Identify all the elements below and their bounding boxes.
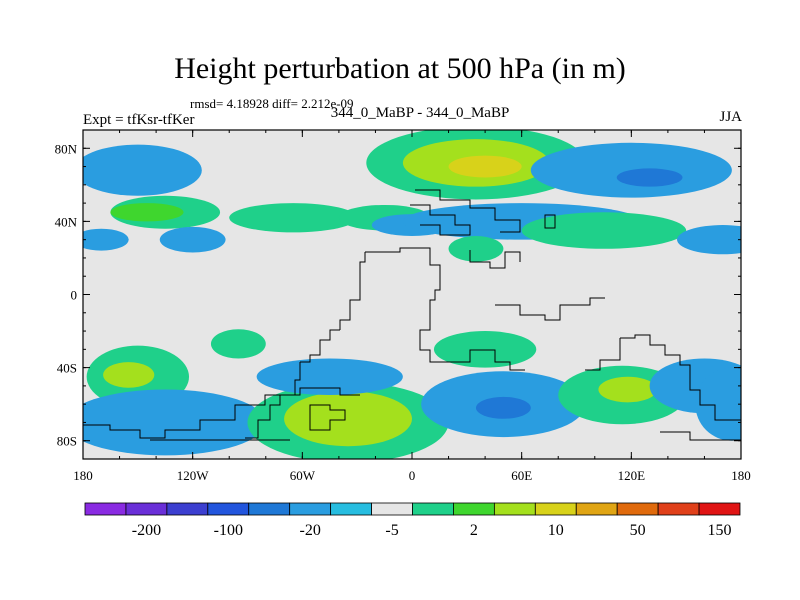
lat-tick-label: 80N: [55, 141, 78, 156]
contour-region: [103, 362, 155, 388]
colorbar-label: -200: [132, 522, 161, 539]
coast-antarctic-peninsula: [309, 404, 346, 431]
contour-region: [210, 329, 266, 359]
contour-region: [256, 358, 403, 396]
lon-tick-label: 120E: [618, 468, 646, 483]
contour-region: [616, 168, 683, 187]
coast-island: [544, 214, 556, 229]
coast-antarctica-west: [83, 387, 360, 439]
latitude-axis: 80N 40N 0 40S 80S: [55, 129, 741, 460]
colorbar-swatch: [84, 502, 127, 516]
contour-region: [448, 155, 522, 178]
contour-region: [284, 391, 412, 447]
contour-region: [110, 203, 184, 222]
colorbar-swatch: [616, 502, 659, 516]
colorbar-swatch: [207, 502, 250, 516]
lon-tick-label: 60E: [511, 468, 532, 483]
contour-region: [521, 212, 687, 249]
longitude-axis: 180 120W 60W 0 60E 120E 180: [73, 130, 751, 483]
coast-south-africa: [440, 349, 525, 371]
colorbar-swatch: [575, 502, 618, 516]
coast-antarctica-east: [660, 431, 741, 441]
colorbar-label: -5: [385, 522, 398, 539]
lon-tick-label: 180: [73, 468, 93, 483]
colorbar-label: -100: [214, 522, 243, 539]
colorbar-swatch: [289, 502, 332, 516]
contour-field: [83, 130, 741, 459]
coast-europe: [410, 204, 471, 236]
contour-region: [677, 225, 741, 255]
colorbar-swatch: [698, 502, 741, 516]
colorbar-swatch: [166, 502, 209, 516]
colorbar-swatch: [534, 502, 577, 516]
colorbar-swatch: [657, 502, 700, 516]
coast-south-asia: [495, 297, 605, 321]
plot-title: Height perturbation at 500 hPa (in m): [174, 52, 626, 85]
contour-region: [695, 367, 741, 441]
colorbar-swatch: [412, 502, 454, 516]
lat-tick-label: 0: [71, 288, 78, 303]
coast-west-africa: [339, 252, 366, 330]
lat-tick-label: 40S: [57, 361, 77, 376]
colorbar-label: 150: [708, 522, 732, 539]
lon-tick-label: 180: [731, 468, 751, 483]
center-label: 344_0_MaBP - 344_0_MaBP: [330, 105, 510, 121]
colorbar: -200 -100 -20 -5 2 10 50 150: [84, 502, 741, 539]
contour-region: [448, 236, 504, 262]
coast-central-america: [300, 329, 340, 363]
lon-tick-label: 60W: [290, 468, 316, 483]
colorbar-swatch: [371, 502, 413, 516]
colorbar-label: 2: [470, 522, 478, 539]
coast-africa: [365, 247, 441, 363]
colorbar-swatch: [493, 502, 536, 516]
colorbar-label: 10: [548, 522, 564, 539]
contour-region: [475, 396, 531, 419]
contour-region: [229, 203, 358, 233]
coast-greenland: [415, 189, 521, 233]
season-label: JJA: [719, 109, 742, 125]
contour-region: [83, 389, 266, 456]
colorbar-swatch: [248, 502, 291, 516]
coast-australia-west: [585, 338, 621, 371]
stats-label: rmsd= 4.18928 diff= 2.212e-09: [190, 96, 354, 111]
coast-south-america: [245, 362, 301, 439]
contour-region: [159, 226, 226, 253]
colorbar-label: 50: [630, 522, 646, 539]
colorbar-swatch: [453, 502, 495, 516]
lat-tick-label: 40N: [55, 214, 78, 229]
lon-tick-label: 120W: [177, 468, 210, 483]
coast-australia: [620, 334, 741, 421]
lon-tick-label: 0: [409, 468, 416, 483]
coast-middle-east: [469, 250, 521, 269]
experiment-label: Expt = tfKsr-tfKer: [83, 112, 195, 128]
contour-region: [598, 376, 657, 403]
colorbar-swatch: [330, 502, 372, 516]
coastline: [83, 189, 741, 441]
colorbar-label: -20: [299, 522, 320, 539]
contour-region: [83, 228, 129, 251]
colorbar-swatch: [125, 502, 168, 516]
contour-region: [83, 144, 202, 196]
contour-region: [433, 331, 537, 368]
lat-tick-label: 80S: [57, 434, 77, 449]
